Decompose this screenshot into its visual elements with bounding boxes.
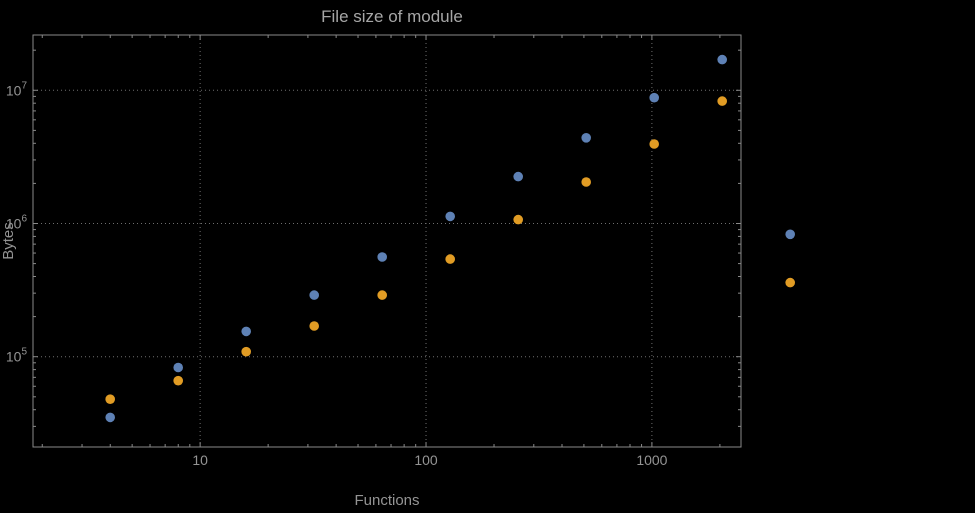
gridlines xyxy=(33,35,741,447)
point-series-1-blue xyxy=(513,171,523,182)
plot-frame xyxy=(32,34,742,448)
point-series-2-orange xyxy=(105,394,115,405)
y-tick-label: 105 xyxy=(6,347,28,365)
point-series-1-blue xyxy=(105,412,115,423)
point-series-1-blue xyxy=(377,252,388,262)
y-axis-label: Bytes xyxy=(0,222,17,260)
point-series-1-blue xyxy=(785,229,795,240)
point-series-2-orange xyxy=(377,290,388,300)
point-series-2-orange xyxy=(785,277,795,288)
point-series-2-orange xyxy=(309,321,320,331)
point-series-1-blue xyxy=(717,54,727,65)
point-series-2-orange xyxy=(581,177,591,187)
point-series-2-orange xyxy=(241,346,251,357)
point-series-1-blue xyxy=(309,290,320,300)
chart-title: File size of module xyxy=(321,7,463,26)
x-axis-label: Functions xyxy=(354,492,419,509)
point-series-2-orange xyxy=(445,254,456,264)
x-tick-label: 100 xyxy=(414,452,438,468)
point-series-1-blue xyxy=(241,326,251,337)
data-points xyxy=(105,54,795,423)
tick-labels: 10 100 1000 105 106 107 xyxy=(6,80,668,468)
x-tick-label: 1000 xyxy=(636,452,667,468)
point-series-2-orange xyxy=(173,375,183,386)
point-series-1-blue xyxy=(581,133,591,143)
point-series-1-blue xyxy=(445,211,456,222)
y-tick-label: 106 xyxy=(6,213,28,231)
point-series-2-orange xyxy=(513,214,523,225)
point-series-1-blue xyxy=(649,92,659,103)
point-series-2-orange xyxy=(649,139,659,149)
axis-ticks xyxy=(33,35,741,447)
x-tick-label: 10 xyxy=(192,452,208,468)
y-tick-label: 107 xyxy=(6,80,28,98)
point-series-2-orange xyxy=(717,96,727,106)
point-series-1-blue xyxy=(173,362,183,373)
